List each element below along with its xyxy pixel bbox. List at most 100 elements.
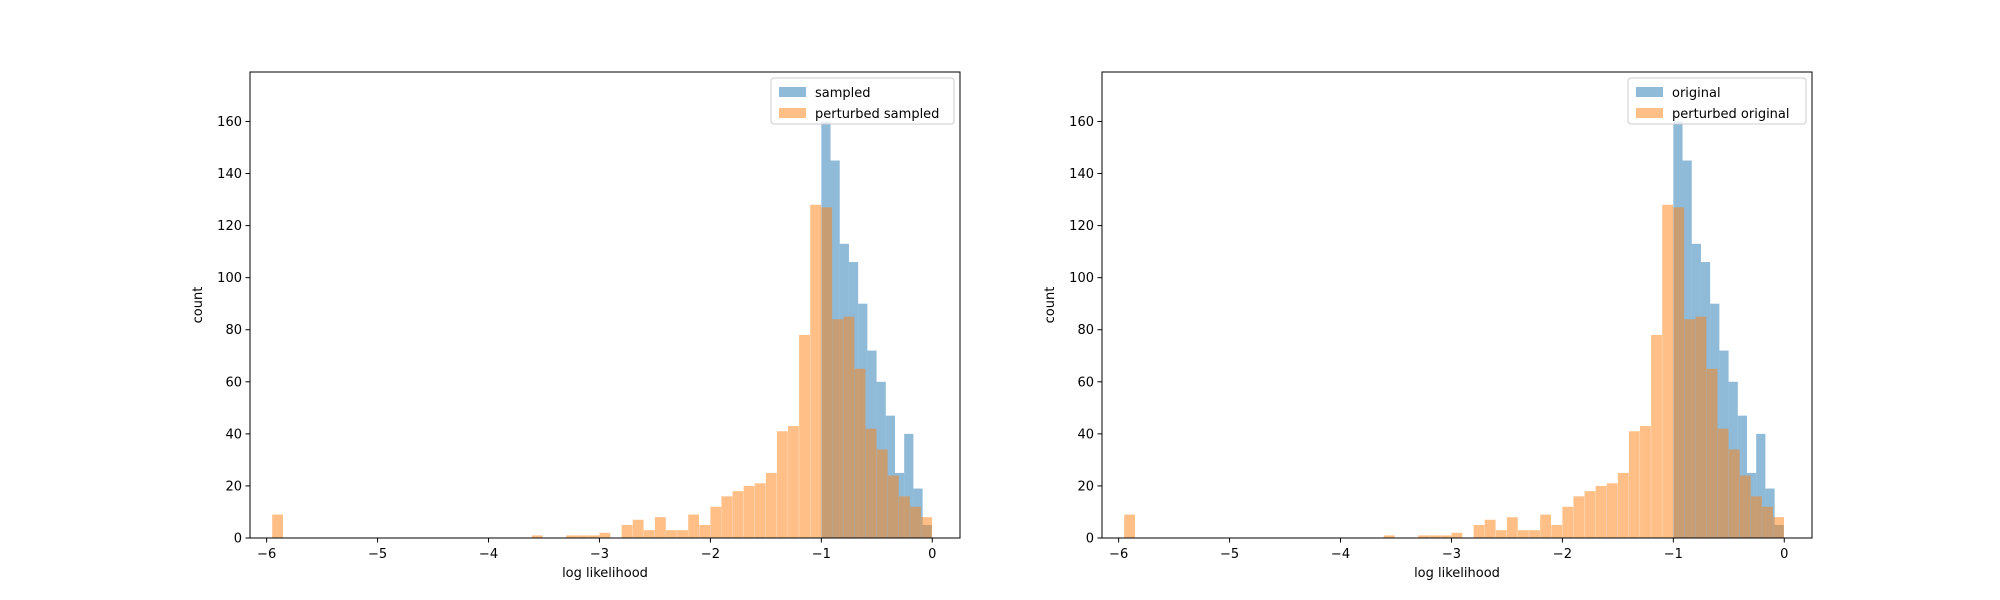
axes-frame — [249, 71, 961, 539]
histogram-bar — [1595, 485, 1607, 538]
x-tick-label: −5 — [368, 547, 387, 562]
histogram-bar — [904, 433, 914, 538]
legend: sampled perturbed sampled — [770, 77, 955, 125]
histogram-bar — [677, 530, 688, 538]
histogram-bar — [721, 496, 733, 538]
histogram-bar — [898, 496, 910, 538]
y-tick-label: 60 — [1077, 375, 1094, 390]
x-tick-label: 0 — [928, 547, 936, 562]
histogram-bar — [272, 514, 284, 538]
legend-label: sampled — [815, 86, 871, 101]
x-tick-label: −2 — [1553, 547, 1572, 562]
x-tick-label: −4 — [1331, 547, 1350, 562]
x-tick-label: −2 — [701, 547, 720, 562]
histogram-bar — [1640, 426, 1651, 538]
histogram-bar — [643, 530, 655, 538]
y-tick-label: 100 — [217, 271, 242, 286]
histogram-bar — [621, 524, 633, 538]
legend-box — [770, 77, 955, 125]
histogram-bar — [1762, 506, 1773, 538]
histogram-bar — [1506, 517, 1518, 538]
histogram-bar — [566, 535, 577, 538]
histogram-bar — [1495, 530, 1507, 538]
y-tick-label: 100 — [1069, 271, 1094, 286]
histogram-bar — [1628, 431, 1640, 538]
histogram-bar — [1728, 449, 1740, 538]
histogram-bar — [799, 334, 810, 538]
histogram-bar — [688, 514, 700, 538]
x-tick-label: −6 — [1109, 547, 1128, 562]
histogram-bar — [910, 506, 921, 538]
histogram-bar — [1418, 535, 1429, 538]
histogram-bar — [854, 368, 866, 538]
histogram-bar — [1662, 204, 1674, 538]
histogram-bar — [1383, 535, 1395, 538]
legend-label: perturbed sampled — [815, 107, 939, 122]
histogram-bar — [1651, 334, 1662, 538]
legend-swatch — [1636, 87, 1663, 97]
histogram-bar — [1529, 530, 1540, 538]
histogram-bar — [531, 535, 543, 538]
histogram-bar — [666, 530, 677, 538]
histogram-bar — [1551, 524, 1563, 538]
y-tick-label: 120 — [1069, 219, 1094, 234]
histogram-bar — [1540, 514, 1552, 538]
histogram-bar — [1473, 524, 1485, 538]
x-tick-label: −1 — [1664, 547, 1683, 562]
histogram-bar — [843, 316, 855, 538]
x-tick-label: −3 — [590, 547, 609, 562]
histogram-bar — [788, 426, 799, 538]
legend-swatch — [1636, 108, 1663, 118]
histogram-bar — [776, 431, 788, 538]
x-tick-label: 0 — [1780, 547, 1788, 562]
histogram-bar — [1606, 483, 1618, 538]
y-tick-label: 0 — [1086, 532, 1094, 547]
legend: original perturbed original — [1627, 77, 1807, 125]
y-tick-label: 80 — [225, 323, 242, 338]
y-tick-label: 60 — [225, 375, 242, 390]
histogram-bar — [876, 449, 888, 538]
y-tick-label: 80 — [1077, 323, 1094, 338]
histogram-bar — [1440, 535, 1452, 538]
histogram-bar — [1617, 472, 1629, 538]
histogram-bar — [732, 491, 744, 538]
histogram-bar — [710, 506, 722, 538]
legend-box — [1627, 77, 1807, 125]
series-perturbed-sampled-bars — [272, 204, 932, 538]
histogram-bar — [1773, 517, 1784, 538]
histogram-bar — [1562, 506, 1574, 538]
y-tick-label: 20 — [1077, 479, 1094, 494]
x-axis-label: log likelihood — [562, 566, 648, 581]
right-histogram-panel: −6 −5 −4 −3 −2 −1 0 0 20 40 60 80 100 120 140 160 log li… — [1043, 71, 1813, 581]
legend-label: perturbed original — [1672, 107, 1790, 122]
series-perturbed-original-bars — [1124, 204, 1784, 538]
histogram-bar — [1124, 514, 1136, 538]
histogram-bar — [654, 517, 666, 538]
axes-frame — [1101, 71, 1813, 539]
histogram-bar — [632, 519, 644, 538]
histogram-bar — [865, 428, 877, 538]
y-tick-label: 40 — [225, 427, 242, 442]
x-tick-label: −1 — [812, 547, 831, 562]
histogram-bar — [832, 319, 844, 538]
histogram-bar — [810, 204, 822, 538]
y-axis-label: count — [191, 287, 206, 324]
x-axis-label: log likelihood — [1414, 566, 1500, 581]
legend-swatch — [779, 108, 806, 118]
histogram-bar — [599, 532, 611, 538]
legend-swatch — [779, 87, 806, 97]
histogram-bar — [821, 207, 833, 538]
histogram-bar — [1684, 319, 1696, 538]
y-tick-label: 160 — [1069, 115, 1094, 130]
histogram-bar — [887, 475, 899, 538]
x-tick-label: −6 — [257, 547, 276, 562]
histogram-bar — [921, 517, 932, 538]
x-tick-label: −3 — [1442, 547, 1461, 562]
x-tick-label: −5 — [1220, 547, 1239, 562]
histogram-bar — [1429, 535, 1441, 538]
legend-label: original — [1672, 86, 1721, 101]
y-axis-label: count — [1043, 287, 1058, 324]
histogram-bar — [765, 472, 777, 538]
histogram-bar — [588, 535, 600, 538]
